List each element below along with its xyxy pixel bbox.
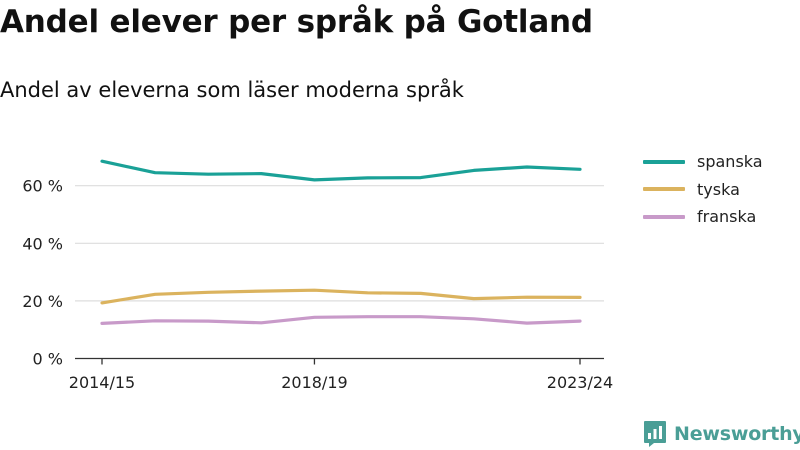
legend-item-franska: franska bbox=[643, 203, 763, 231]
legend-item-spanska: spanska bbox=[643, 148, 763, 176]
legend-label: franska bbox=[697, 207, 757, 227]
y-tick-label: 40 % bbox=[22, 234, 63, 253]
x-tick-label: 2023/24 bbox=[547, 373, 613, 392]
series-line-spanska bbox=[100, 159, 582, 182]
series-lines bbox=[100, 159, 582, 325]
gridlines bbox=[75, 185, 604, 302]
chart-subtitle: Andel av eleverna som läser moderna språ… bbox=[0, 78, 464, 102]
axes: 0 % 20 % 40 % 60 % 2014/15 2018/19 2023/24 bbox=[22, 177, 613, 392]
legend-swatch bbox=[643, 159, 685, 164]
x-tick-label: 2014/15 bbox=[69, 373, 135, 392]
y-tick-label: 60 % bbox=[22, 177, 63, 196]
y-tick-label: 0 % bbox=[33, 350, 63, 369]
legend-swatch bbox=[643, 187, 685, 192]
brand-name: Newsworthy bbox=[674, 423, 800, 445]
legend-label: tyska bbox=[697, 179, 740, 199]
legend: spanska tyska franska bbox=[643, 148, 763, 231]
legend-item-tyska: tyska bbox=[643, 176, 763, 204]
chart-title: Andel elever per språk på Gotland bbox=[0, 4, 593, 40]
series-line-tyska bbox=[100, 288, 582, 305]
legend-label: spanska bbox=[697, 152, 763, 172]
legend-swatch bbox=[643, 214, 685, 219]
x-tick-label: 2018/19 bbox=[281, 373, 347, 392]
series-line-franska bbox=[100, 315, 582, 325]
y-tick-label: 20 % bbox=[22, 292, 63, 311]
newsworthy-logo-icon bbox=[644, 421, 666, 447]
brand-logo: Newsworthy bbox=[643, 420, 800, 448]
